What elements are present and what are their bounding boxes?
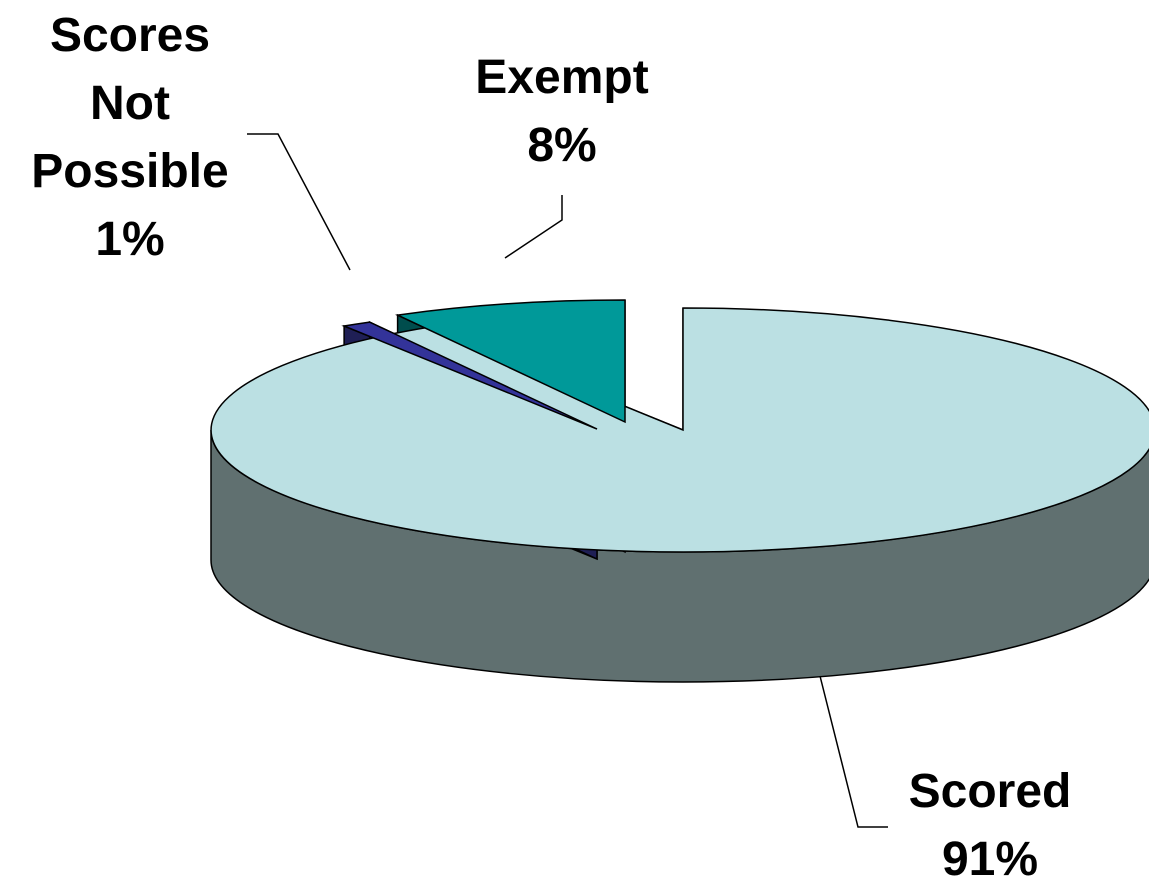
pie-slice-exempt [395, 299, 626, 424]
slice-category-label: Exempt [475, 51, 649, 104]
pie-slice-scored [210, 307, 1149, 553]
slice-label-scored: Scored 91% [870, 758, 1110, 894]
slice-percent-label: 91% [941, 833, 1039, 886]
leader-line-scores-not-possible [247, 133, 351, 271]
slice-label-scores-not-possible: Scores Not Possible 1% [10, 2, 250, 274]
slice-label-exempt: Exempt 8% [442, 44, 682, 180]
leader-line-scored [819, 675, 888, 828]
pie-slice-scores-not-possible [341, 321, 598, 430]
slice-percent-label: 8% [527, 119, 597, 172]
pie-slice-tops [210, 299, 1149, 553]
leader-line-exempt [504, 195, 563, 259]
slice-category-line: Possible [31, 145, 229, 198]
slice-category-line: Not [90, 77, 170, 130]
slice-category-label: Scored [908, 765, 1072, 818]
slice-percent-label: 1% [95, 213, 165, 266]
slice-category-line: Scores [49, 9, 211, 62]
leader-lines [247, 133, 888, 828]
